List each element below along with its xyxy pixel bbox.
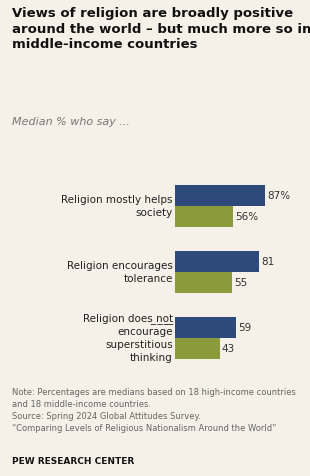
Text: Note: Percentages are medians based on 18 high-income countries
and 18 middle-in: Note: Percentages are medians based on 1… <box>12 388 296 433</box>
Bar <box>175 272 232 293</box>
Text: 59: 59 <box>238 323 251 333</box>
Text: Views of religion are broadly positive
around the world – but much more so in
mi: Views of religion are broadly positive a… <box>12 7 310 51</box>
Text: 81: 81 <box>261 257 274 267</box>
Text: PEW RESEARCH CENTER: PEW RESEARCH CENTER <box>12 457 135 466</box>
Text: 87%: 87% <box>267 191 290 201</box>
Text: 55: 55 <box>234 278 247 288</box>
Text: 43: 43 <box>221 344 235 354</box>
Text: 56%: 56% <box>235 212 258 222</box>
Bar <box>175 338 220 359</box>
Bar <box>175 317 236 338</box>
Text: Religion does ̲n̲o̲t̲
encourage
superstitious
thinking: Religion does ̲n̲o̲t̲ encourage supersti… <box>83 313 173 363</box>
Bar <box>175 251 259 272</box>
Text: Median % who say ...: Median % who say ... <box>12 117 130 127</box>
Text: Religion mostly helps
society: Religion mostly helps society <box>61 195 173 218</box>
Text: Religion encourages
tolerance: Religion encourages tolerance <box>67 261 173 284</box>
Bar <box>175 185 265 207</box>
Bar <box>175 207 233 228</box>
